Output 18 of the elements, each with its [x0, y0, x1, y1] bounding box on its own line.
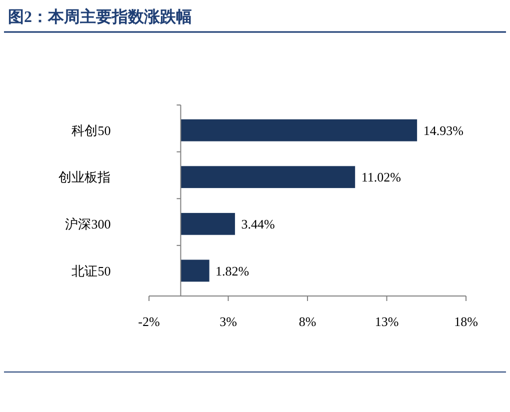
- data-label: 11.02%: [361, 170, 402, 185]
- x-tick-label: 8%: [298, 314, 316, 329]
- x-tick-label: -2%: [138, 314, 160, 329]
- bar: [180, 259, 210, 282]
- y-tick-label: 沪深300: [65, 216, 111, 232]
- x-tick-label: 13%: [374, 314, 399, 329]
- x-tick-label: 18%: [454, 314, 478, 329]
- bar: [180, 166, 356, 189]
- y-tick-label: 北证50: [72, 263, 111, 278]
- y-tick-label: 创业板指: [58, 170, 111, 185]
- data-label: 14.93%: [423, 122, 464, 138]
- data-label: 3.44%: [241, 216, 275, 232]
- bar: [180, 212, 236, 236]
- data-label: 1.82%: [216, 263, 250, 278]
- y-tick-label: 科创50: [72, 122, 111, 138]
- chart-title: 图2：本周主要指数涨跌幅: [8, 7, 192, 26]
- x-tick-label: 3%: [220, 314, 238, 329]
- bar: [180, 118, 418, 142]
